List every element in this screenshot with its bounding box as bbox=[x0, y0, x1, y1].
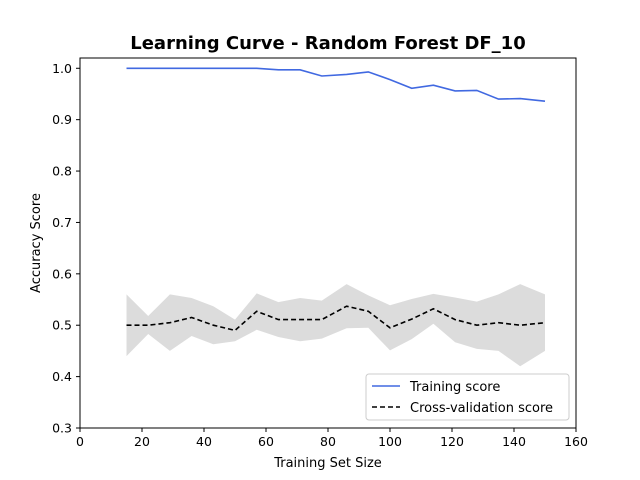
x-tick-label: 60 bbox=[258, 434, 274, 449]
training-score-line bbox=[126, 67, 546, 102]
x-tick-label: 120 bbox=[440, 434, 464, 449]
x-tick-label: 40 bbox=[196, 434, 212, 449]
y-tick-label: 0.9 bbox=[52, 112, 72, 127]
x-tick-label: 80 bbox=[320, 434, 336, 449]
x-tick-label: 0 bbox=[76, 434, 84, 449]
y-tick-label: 0.6 bbox=[52, 266, 72, 281]
y-axis-label: Accuracy Score bbox=[29, 193, 44, 293]
x-tick-label: 140 bbox=[502, 434, 526, 449]
x-tick-label: 160 bbox=[564, 434, 588, 449]
y-axis: 0.3 0.4 0.5 0.6 0.7 0.8 0.9 1.0 bbox=[52, 61, 80, 436]
y-tick-label: 0.7 bbox=[52, 215, 72, 230]
axes-frame bbox=[79, 57, 577, 429]
y-tick-label: 0.4 bbox=[52, 369, 72, 384]
legend-label-cross-validation: Cross-validation score bbox=[410, 401, 553, 416]
plot-area bbox=[126, 67, 546, 367]
chart-title: Learning Curve - Random Forest DF_10 bbox=[130, 33, 525, 54]
y-tick-label: 0.8 bbox=[52, 164, 72, 179]
x-axis-label: Training Set Size bbox=[273, 456, 382, 471]
y-tick-label: 0.5 bbox=[52, 318, 72, 333]
y-tick-label: 1.0 bbox=[52, 61, 72, 76]
cross-validation-score-line bbox=[126, 305, 546, 332]
x-tick-label: 20 bbox=[134, 434, 150, 449]
y-tick-label: 0.3 bbox=[52, 421, 72, 436]
cross-validation-std-band bbox=[126, 284, 545, 367]
legend: Training score Cross-validation score bbox=[365, 373, 570, 421]
legend-label-training: Training score bbox=[409, 380, 500, 395]
legend-box bbox=[365, 373, 570, 421]
x-tick-label: 100 bbox=[378, 434, 402, 449]
x-axis: 0 20 40 60 80 100 120 140 160 bbox=[76, 428, 588, 449]
